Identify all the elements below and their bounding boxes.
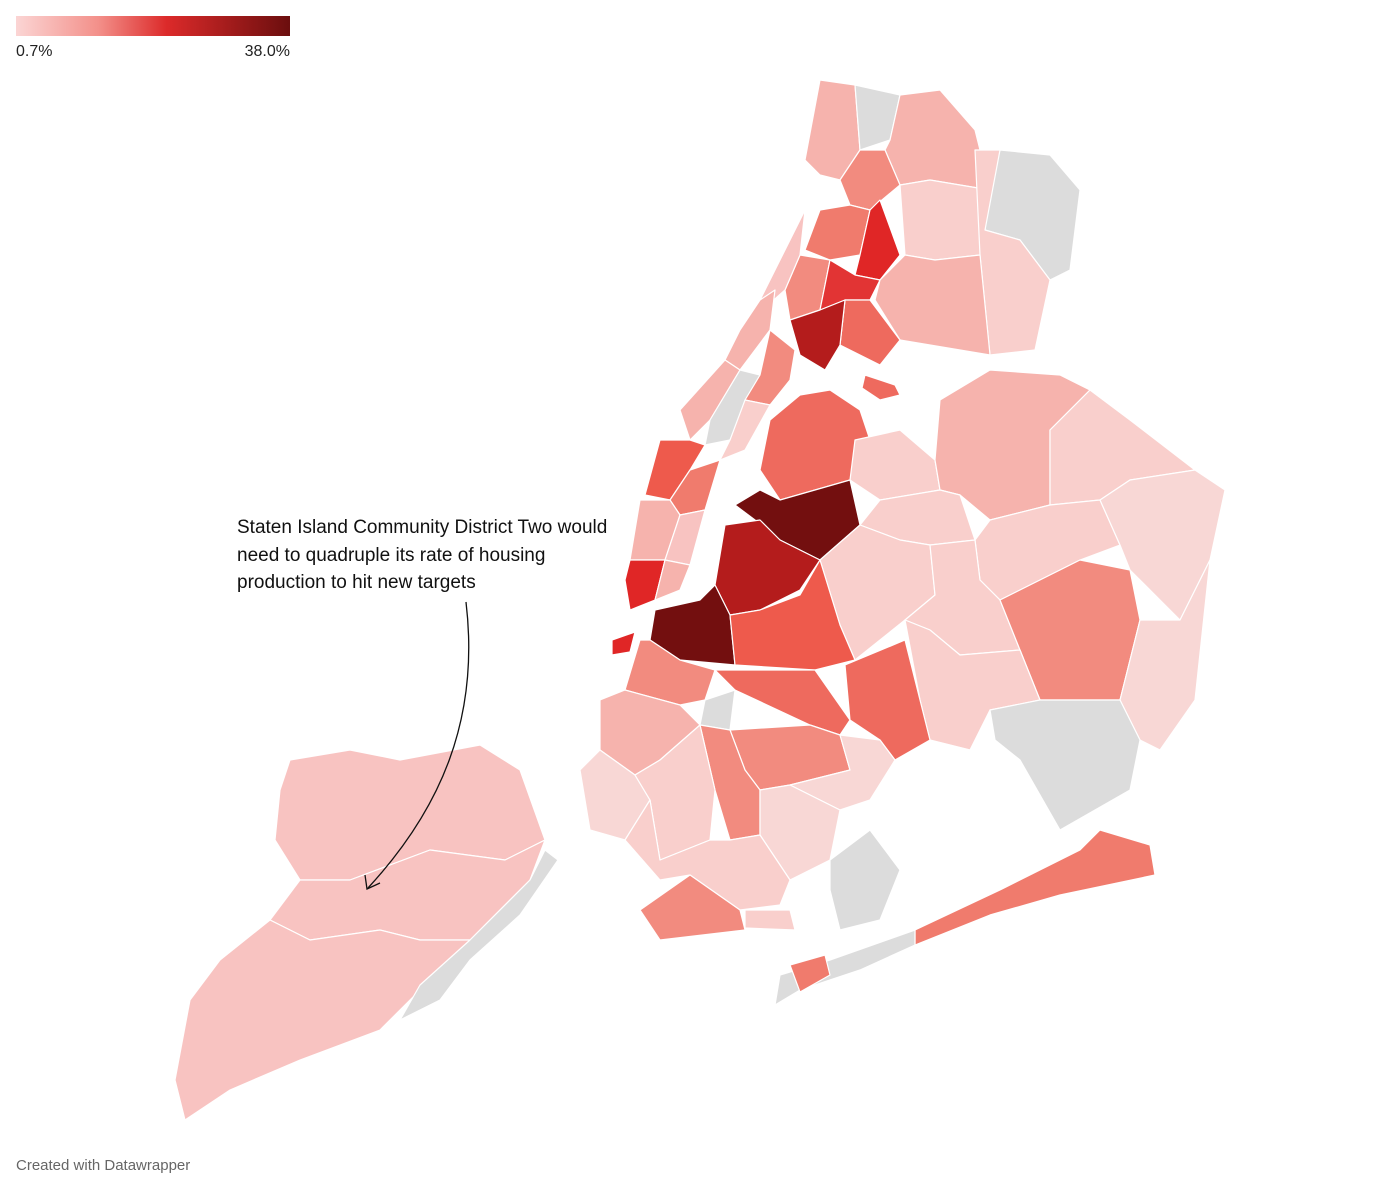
district <box>639 874 746 941</box>
park <box>704 369 761 446</box>
annotation-arrow <box>367 601 470 889</box>
district <box>744 909 796 931</box>
annotation: Staten Island Community District Two wou… <box>237 517 607 890</box>
district <box>884 89 991 191</box>
district <box>729 559 856 671</box>
annotation-line: production to hit new targets <box>237 572 476 593</box>
district <box>789 954 831 993</box>
island <box>861 374 901 401</box>
district <box>789 299 846 371</box>
legend-max: 38.0% <box>245 43 290 60</box>
district <box>719 399 771 461</box>
district <box>759 389 871 501</box>
district <box>844 639 931 761</box>
park <box>399 849 559 1021</box>
island <box>611 631 636 656</box>
district <box>914 829 1156 946</box>
footer: Created with Datawrapper <box>16 1157 190 1174</box>
district <box>789 734 896 811</box>
legend: 0.7% 38.0% <box>16 16 290 60</box>
district <box>849 429 941 501</box>
district <box>874 254 991 356</box>
legend-bar <box>16 16 290 36</box>
district <box>624 559 666 611</box>
district <box>714 669 851 736</box>
district <box>174 919 471 1121</box>
district <box>624 799 791 911</box>
legend-min: 0.7% <box>16 43 52 60</box>
airport <box>989 699 1141 831</box>
arrow-head <box>364 874 381 890</box>
annotation-line: Staten Island Community District Two wou… <box>237 517 607 538</box>
annotation-line: need to quadruple its rate of housing <box>237 545 545 566</box>
district <box>679 359 741 441</box>
district <box>654 559 691 601</box>
park <box>829 829 901 931</box>
districts <box>174 79 1226 1121</box>
